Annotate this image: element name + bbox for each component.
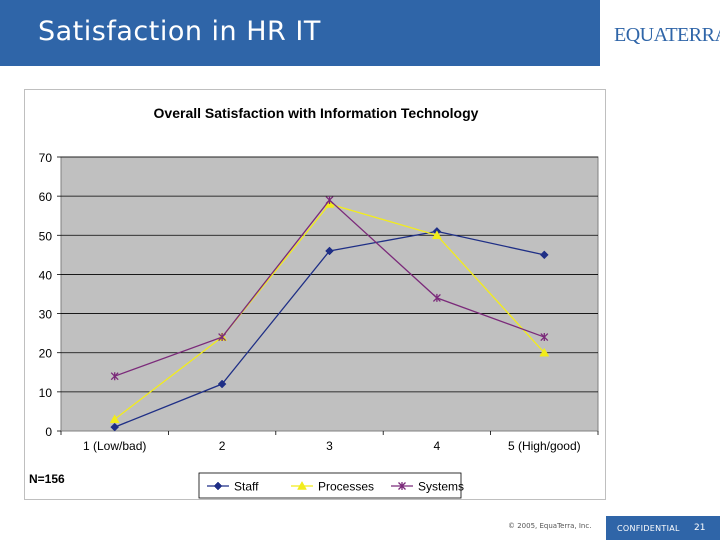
legend-marker-processes	[297, 480, 307, 490]
data-point-processes	[431, 230, 442, 240]
y-tick-label: 40	[39, 268, 53, 282]
data-point-systems	[432, 293, 441, 302]
x-tick-label: 2	[219, 439, 226, 453]
x-tick-label: 3	[326, 439, 333, 453]
y-tick-label: 0	[45, 425, 52, 439]
chart-frame: Overall Satisfaction with Information Te…	[24, 89, 606, 500]
x-tick-label: 4	[434, 439, 441, 453]
chart-title: Overall Satisfaction with Information Te…	[154, 105, 479, 121]
legend-marker-systems	[398, 482, 406, 490]
data-point-staff	[325, 246, 334, 256]
page-number: 21	[694, 523, 706, 533]
x-axis-ticks: 1 (Low/bad) 2 3 4 5 (High/good)	[60, 431, 599, 453]
legend-label-systems: Systems	[418, 480, 464, 494]
data-point-staff	[110, 422, 120, 432]
legend-marker-staff	[213, 481, 223, 491]
legend-box	[198, 472, 462, 499]
data-point-systems	[540, 333, 549, 342]
y-axis-ticks: 0 10 20 30 40 50 60 70	[39, 151, 61, 439]
x-tick-label: 5 (High/good)	[508, 439, 581, 453]
data-point-systems	[110, 372, 119, 381]
legend-label-staff: Staff	[234, 480, 259, 494]
series-systems	[110, 196, 549, 381]
y-tick-label: 50	[39, 229, 53, 243]
data-point-processes	[539, 347, 550, 357]
y-tick-label: 70	[39, 151, 53, 165]
equaterra-logo: EQUATERRA	[614, 24, 720, 46]
data-point-staff	[539, 250, 549, 260]
legend: Staff Processes Systems	[207, 480, 464, 494]
series-layer	[109, 196, 550, 432]
data-point-systems	[325, 196, 334, 205]
data-point-processes	[109, 414, 120, 424]
copyright-text: © 2005, EquaTerra, Inc.	[508, 522, 592, 530]
legend-label-processes: Processes	[318, 480, 374, 494]
sample-size-note: N=156	[29, 472, 65, 486]
data-point-systems	[218, 333, 227, 342]
y-tick-label: 20	[39, 347, 53, 361]
footer-bar	[606, 516, 720, 540]
data-point-staff	[217, 379, 227, 389]
x-tick-label: 1 (Low/bad)	[83, 439, 146, 453]
slide-title: Satisfaction in HR IT	[38, 16, 321, 47]
y-tick-label: 60	[39, 190, 53, 204]
confidential-label: CONFIDENTIAL	[617, 524, 680, 533]
y-tick-label: 30	[39, 308, 53, 322]
line-chart: Overall Satisfaction with Information Te…	[29, 105, 599, 499]
header-bar: Satisfaction in HR IT	[0, 0, 600, 66]
y-tick-label: 10	[39, 386, 53, 400]
